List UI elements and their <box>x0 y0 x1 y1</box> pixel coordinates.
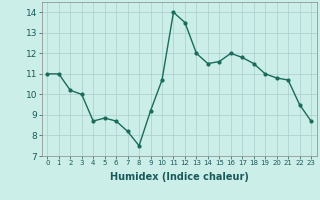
X-axis label: Humidex (Indice chaleur): Humidex (Indice chaleur) <box>110 172 249 182</box>
